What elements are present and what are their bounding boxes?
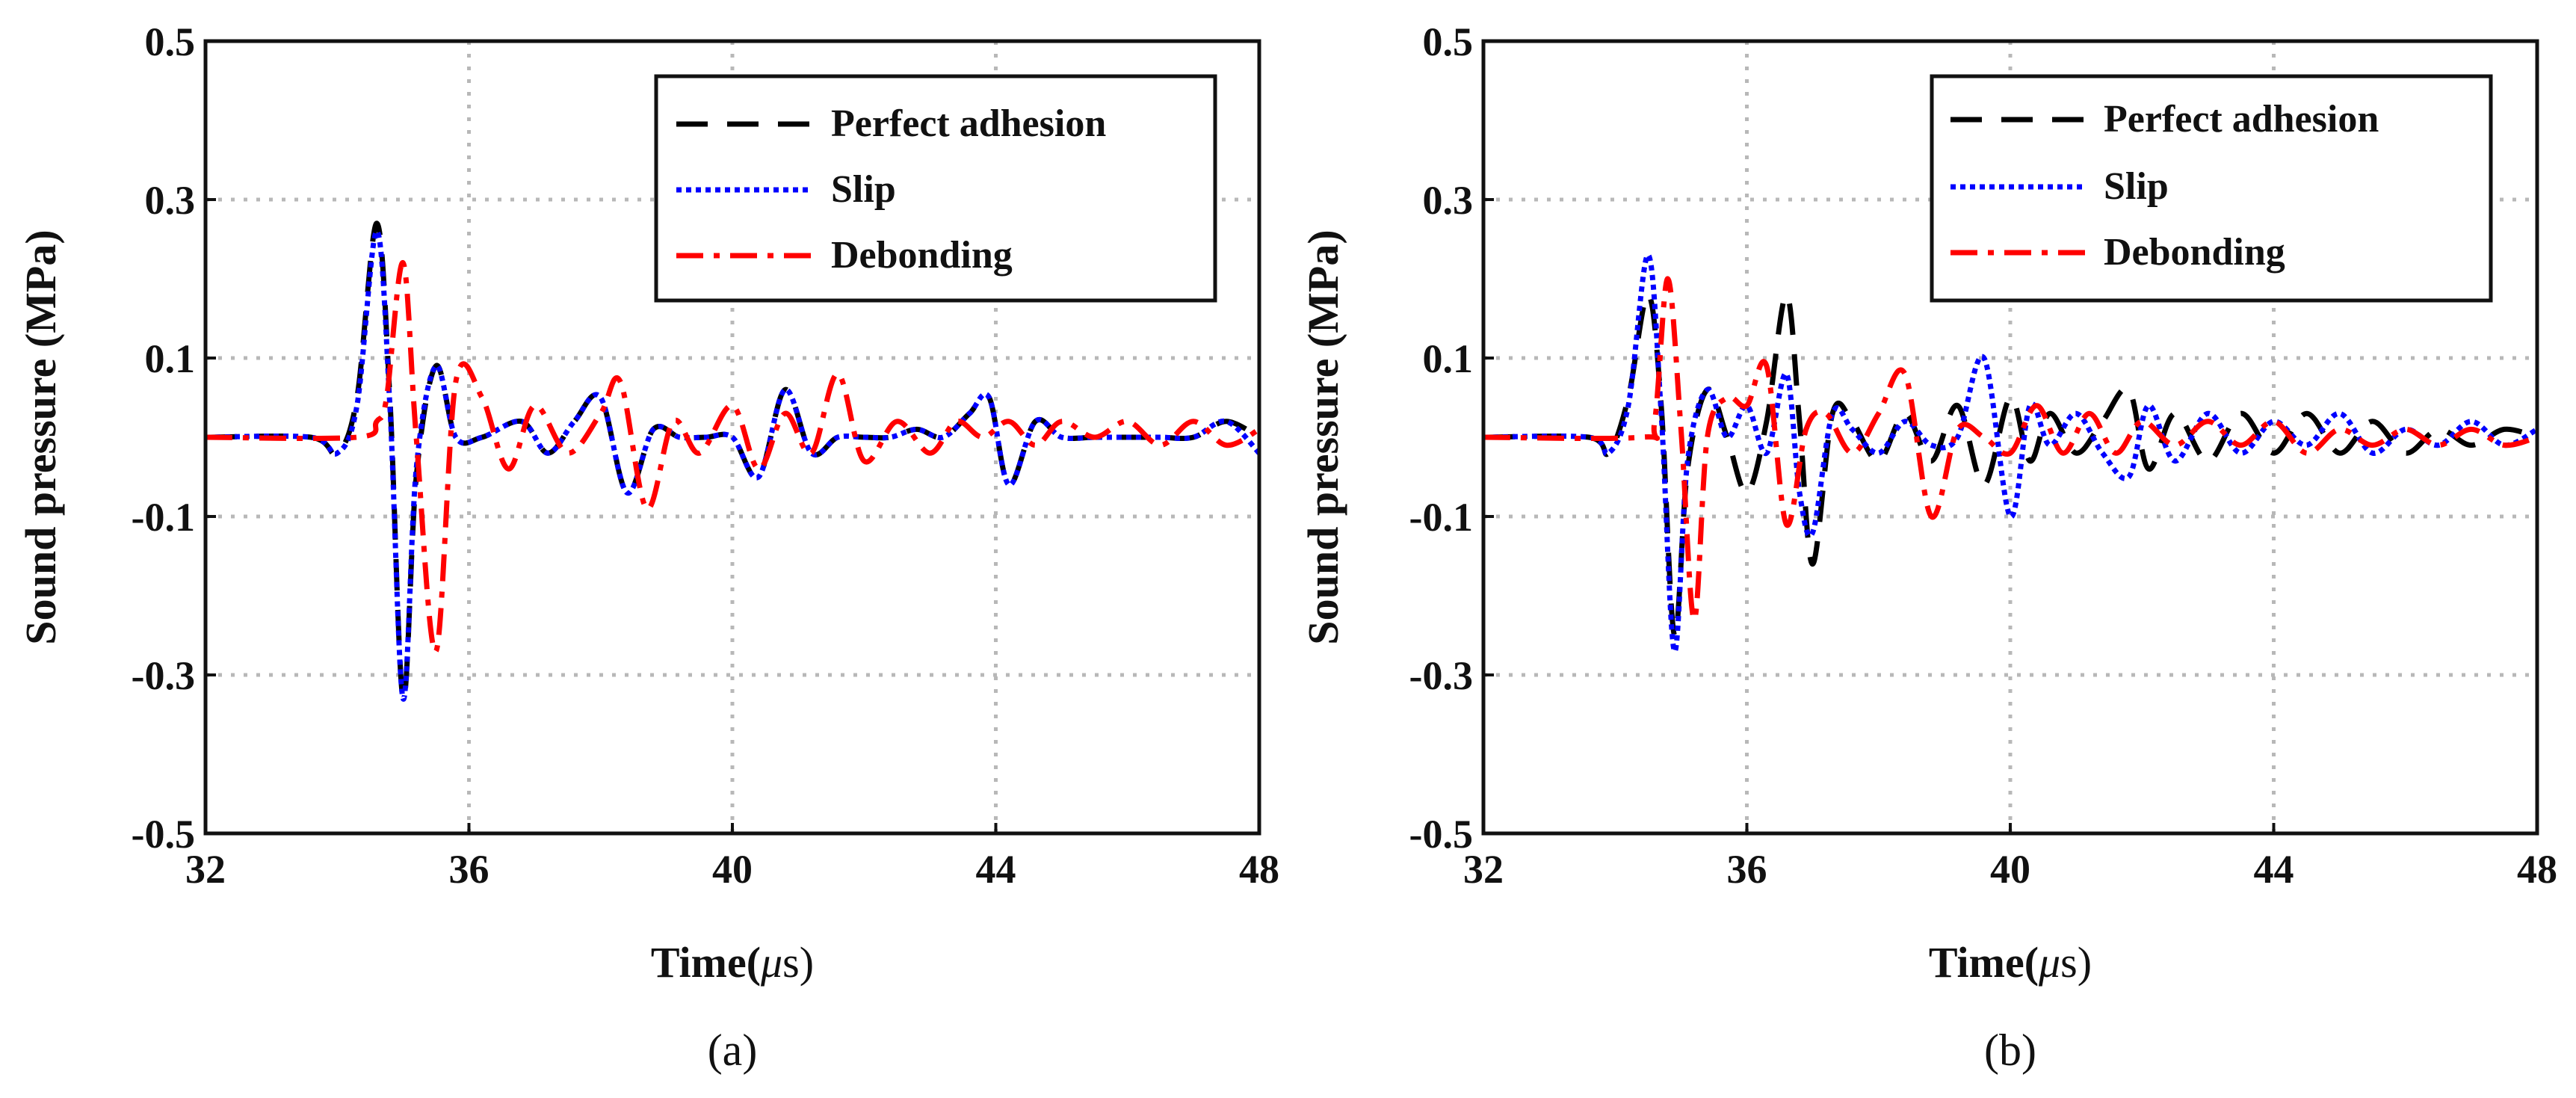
y-tick-label-b: -0.5 (1409, 812, 1473, 857)
plot-lines-b (1483, 252, 2539, 654)
y-axis-label-a: Sound pressure (MPa) (16, 229, 65, 644)
y-tick-label-a: -0.3 (132, 653, 195, 698)
x-tick-label-b: 36 (1727, 847, 1767, 892)
y-tick-label-a: -0.5 (132, 812, 195, 857)
x-tick-label-a: 40 (712, 847, 753, 892)
chart-panel-b: 32 36 40 44 48 -0.5 -0.3 -0.1 0.1 0.3 0.5 Sound pr… (1299, 19, 2557, 1075)
legend-label-perfect-b: Perfect adhesion (2104, 98, 2379, 141)
x-axis-label-b: Time(μs) (1929, 938, 2092, 987)
y-tick-label-b: 0.5 (1423, 19, 1474, 64)
series-line-perfect-b (1483, 292, 2539, 638)
series-line-slip-a (205, 228, 1261, 702)
y-tick-label-b: -0.1 (1409, 495, 1473, 540)
x-tick-label-b: 44 (2254, 847, 2294, 892)
ticks-a: 32 36 40 44 48 -0.5 -0.3 -0.1 0.1 0.3 0.5 (132, 19, 1279, 892)
y-tick-label-b: 0.1 (1423, 336, 1474, 381)
x-tick-label-a: 32 (185, 847, 226, 892)
series-line-debonding-b (1483, 276, 2539, 623)
chart-panel-a: 32 36 40 44 48 -0.5 -0.3 -0.1 0.1 0.3 0.5 Sound pr… (16, 19, 1279, 1075)
x-tick-label-b: 48 (2517, 847, 2557, 892)
legend-label-debonding-a: Debonding (831, 234, 1013, 277)
x-tick-label-b: 40 (1990, 847, 2030, 892)
legend-label-debonding-b: Debonding (2104, 231, 2285, 274)
x-tick-label-a: 44 (976, 847, 1016, 892)
y-tick-label-b: -0.3 (1409, 653, 1473, 698)
y-tick-label-b: 0.3 (1423, 178, 1474, 223)
legend-label-slip-b: Slip (2104, 165, 2169, 208)
y-tick-label-a: -0.1 (132, 495, 195, 540)
legend-label-slip-a: Slip (831, 168, 896, 211)
y-tick-label-a: 0.1 (145, 336, 196, 381)
x-axis-label-a: Time(μs) (651, 938, 814, 987)
x-tick-label-b: 32 (1463, 847, 1504, 892)
x-tick-label-a: 48 (1239, 847, 1279, 892)
legend-a: Perfect adhesion Slip Debonding (654, 74, 1217, 303)
series-line-debonding-a (205, 260, 1261, 654)
y-axis-label-b: Sound pressure (MPa) (1299, 229, 1347, 644)
ticks-b: 32 36 40 44 48 -0.5 -0.3 -0.1 0.1 0.3 0.5 (1409, 19, 2557, 892)
y-tick-label-a: 0.5 (145, 19, 196, 64)
y-tick-label-a: 0.3 (145, 178, 196, 223)
plot-lines-a (205, 220, 1261, 703)
x-tick-label-a: 36 (449, 847, 489, 892)
legend-b: Perfect adhesion Slip Debonding (1930, 74, 2493, 303)
caption-b: (b) (1984, 1025, 2036, 1075)
legend-box-b (1930, 74, 2493, 303)
caption-a: (a) (708, 1025, 758, 1075)
legend-label-perfect-a: Perfect adhesion (831, 102, 1106, 145)
